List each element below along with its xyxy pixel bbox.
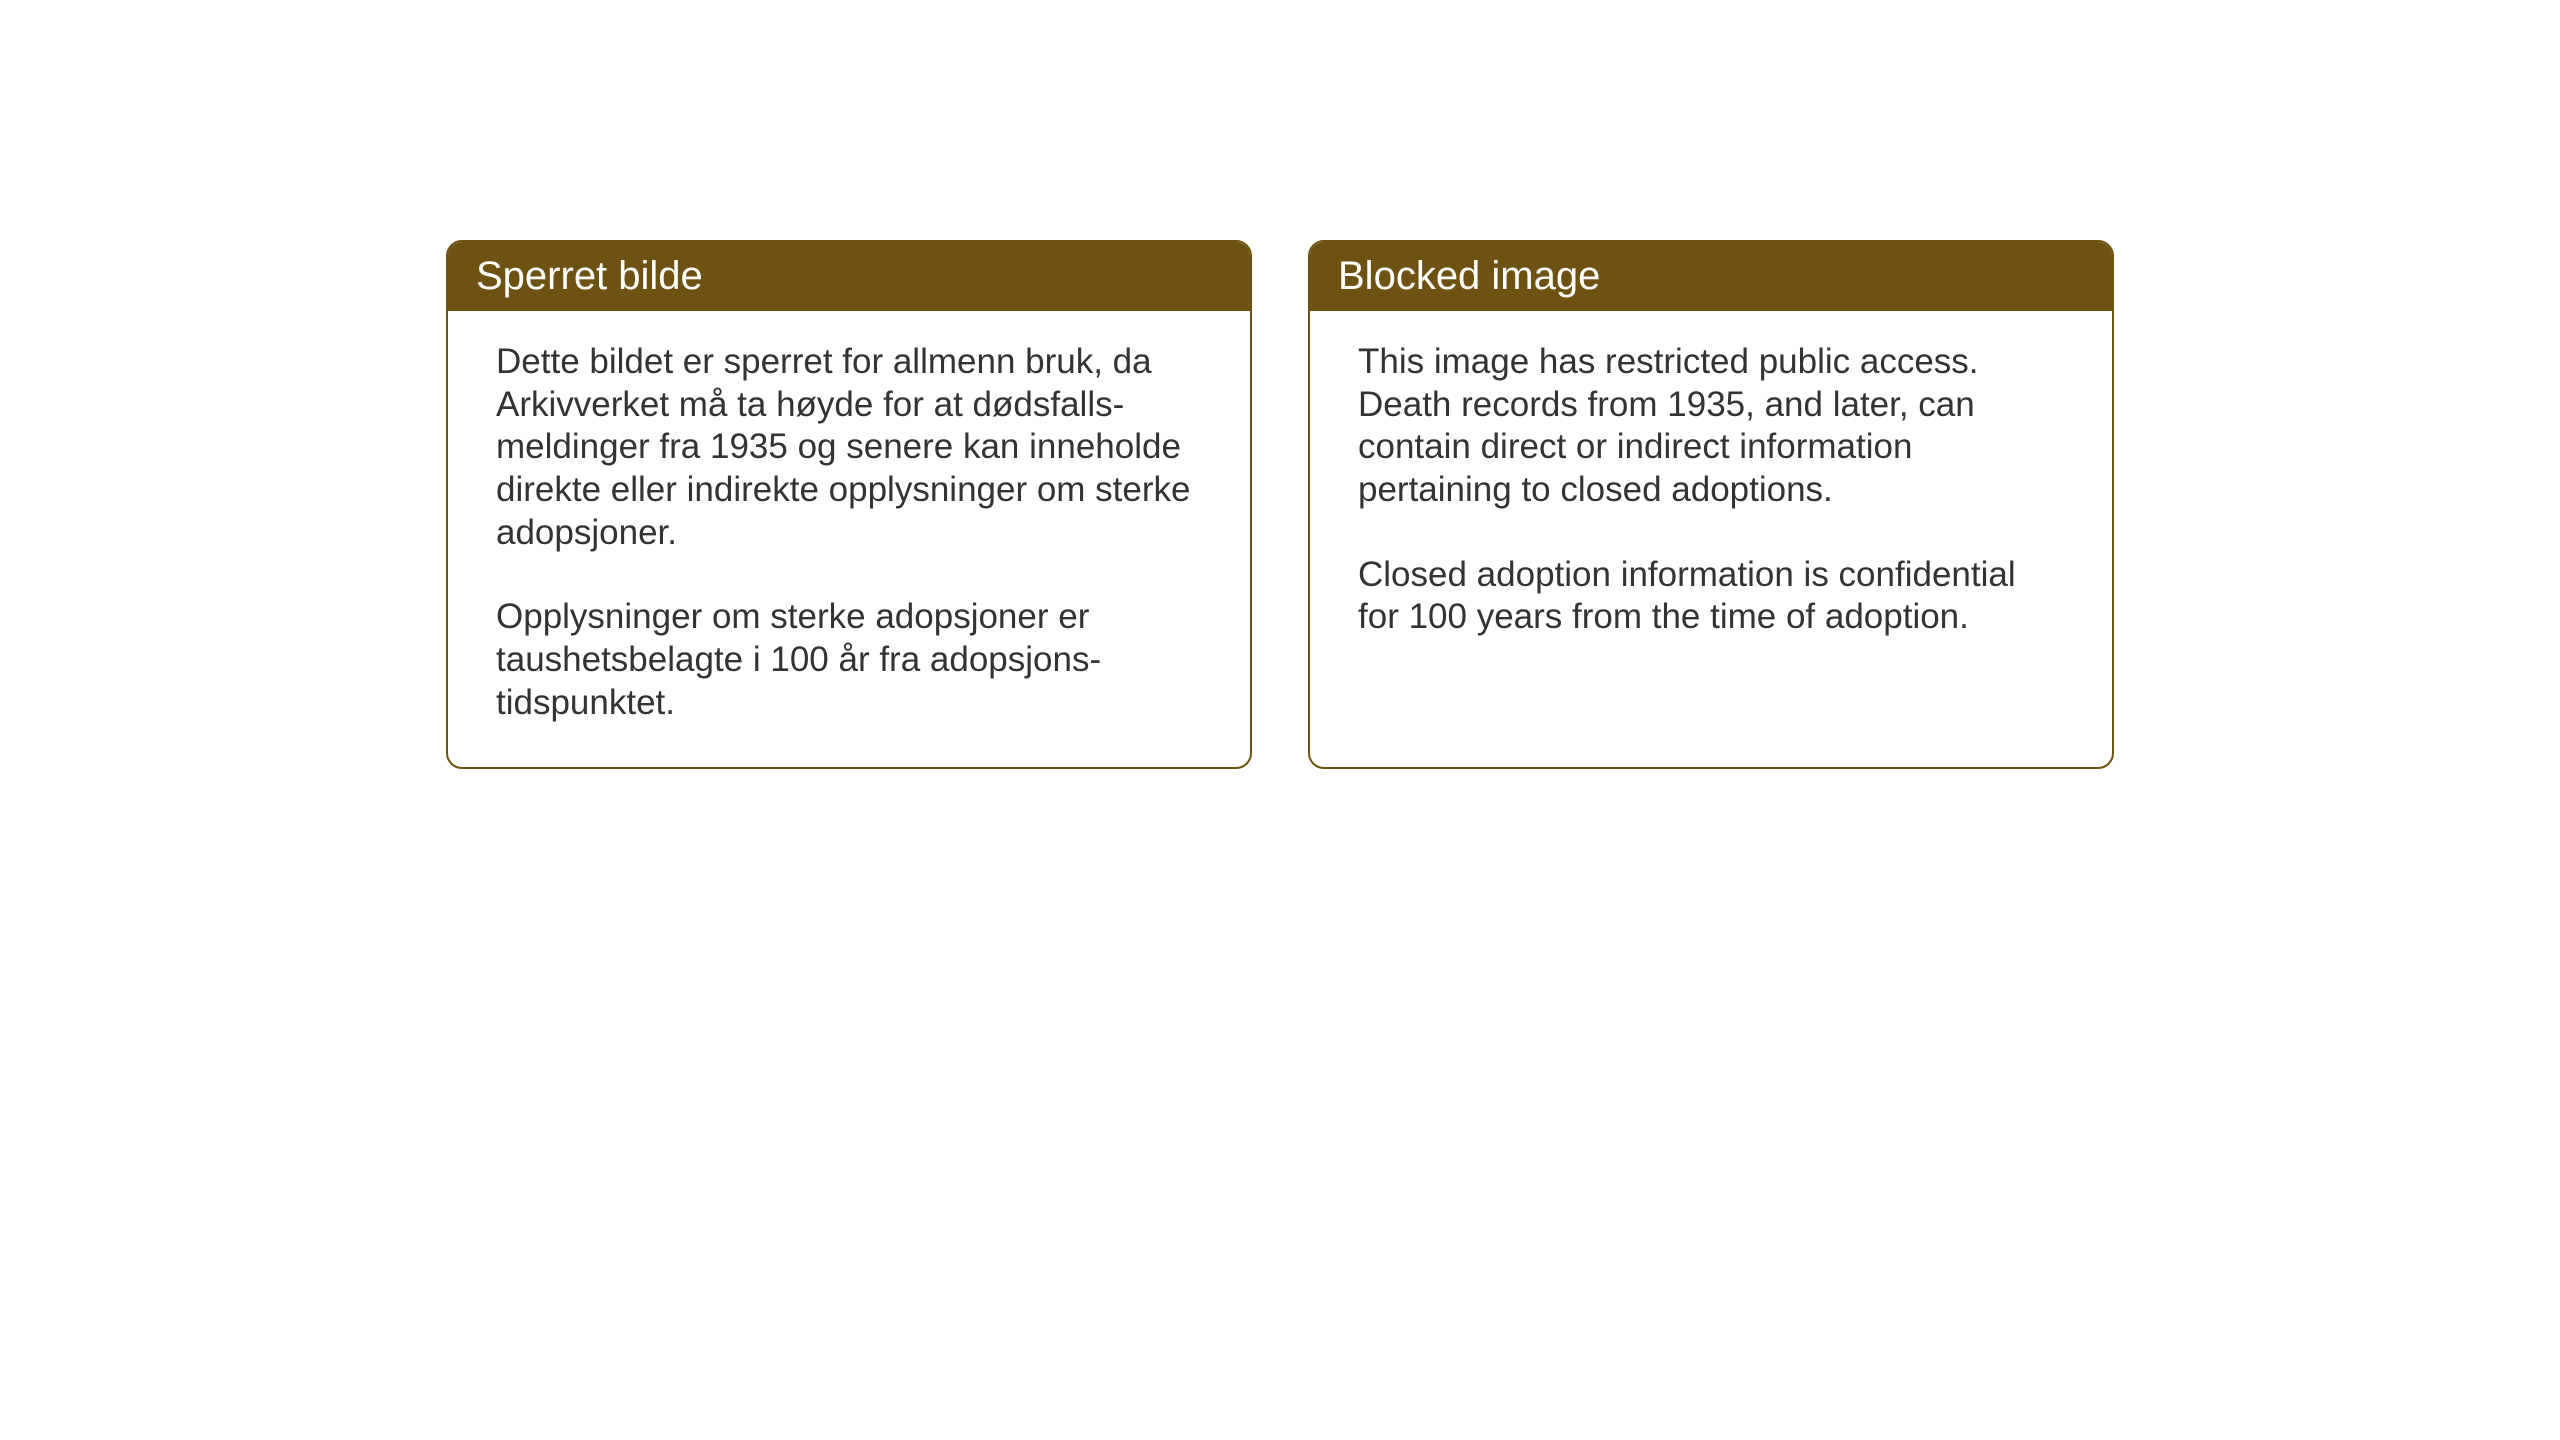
paragraph-english-1: This image has restricted public access.… (1358, 341, 2064, 512)
card-title-norwegian: Sperret bilde (476, 254, 703, 298)
card-header-norwegian: Sperret bilde (448, 242, 1250, 311)
paragraph-norwegian-2: Opplysninger om sterke adopsjoner er tau… (496, 596, 1202, 724)
notice-cards-container: Sperret bilde Dette bildet er sperret fo… (446, 240, 2114, 769)
notice-card-norwegian: Sperret bilde Dette bildet er sperret fo… (446, 240, 1252, 769)
notice-card-english: Blocked image This image has restricted … (1308, 240, 2114, 769)
card-body-english: This image has restricted public access.… (1310, 311, 2112, 719)
card-header-english: Blocked image (1310, 242, 2112, 311)
card-body-norwegian: Dette bildet er sperret for allmenn bruk… (448, 311, 1250, 767)
paragraph-english-2: Closed adoption information is confident… (1358, 554, 2064, 639)
card-title-english: Blocked image (1338, 254, 1600, 298)
paragraph-norwegian-1: Dette bildet er sperret for allmenn bruk… (496, 341, 1202, 554)
